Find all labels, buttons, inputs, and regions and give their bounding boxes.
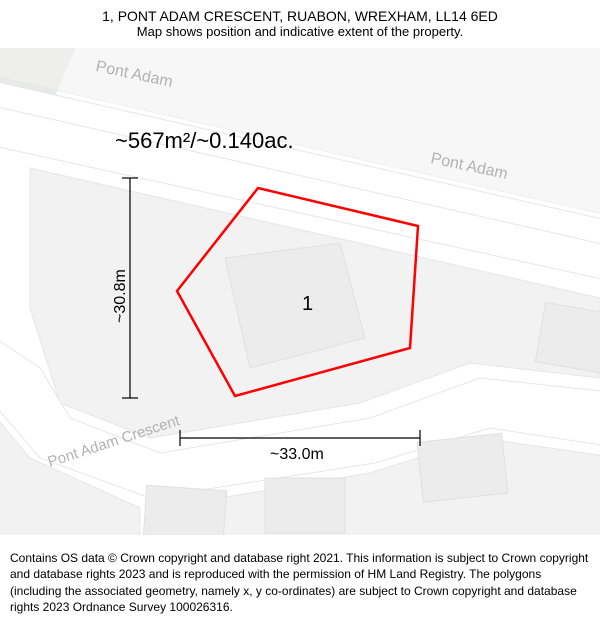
footer-text: Contains OS data © Crown copyright and d… [10,551,588,614]
area-label: ~567m²/~0.140ac. [115,128,294,154]
header: 1, PONT ADAM CRESCENT, RUABON, WREXHAM, … [0,0,600,43]
page-title: 1, PONT ADAM CRESCENT, RUABON, WREXHAM, … [10,8,590,24]
dim-height-label: ~30.8m [112,269,130,323]
page-subtitle: Map shows position and indicative extent… [10,24,590,39]
building-other-3 [265,478,345,533]
footer: Contains OS data © Crown copyright and d… [0,544,600,625]
building-other-1 [417,433,508,502]
house-number: 1 [302,293,313,316]
building-other-4 [535,302,600,373]
dim-width-label: ~33.0m [270,446,324,464]
building-other-2 [143,485,227,535]
map-canvas: ~567m²/~0.140ac. ~30.8m ~33.0m Pont Adam… [0,48,600,535]
